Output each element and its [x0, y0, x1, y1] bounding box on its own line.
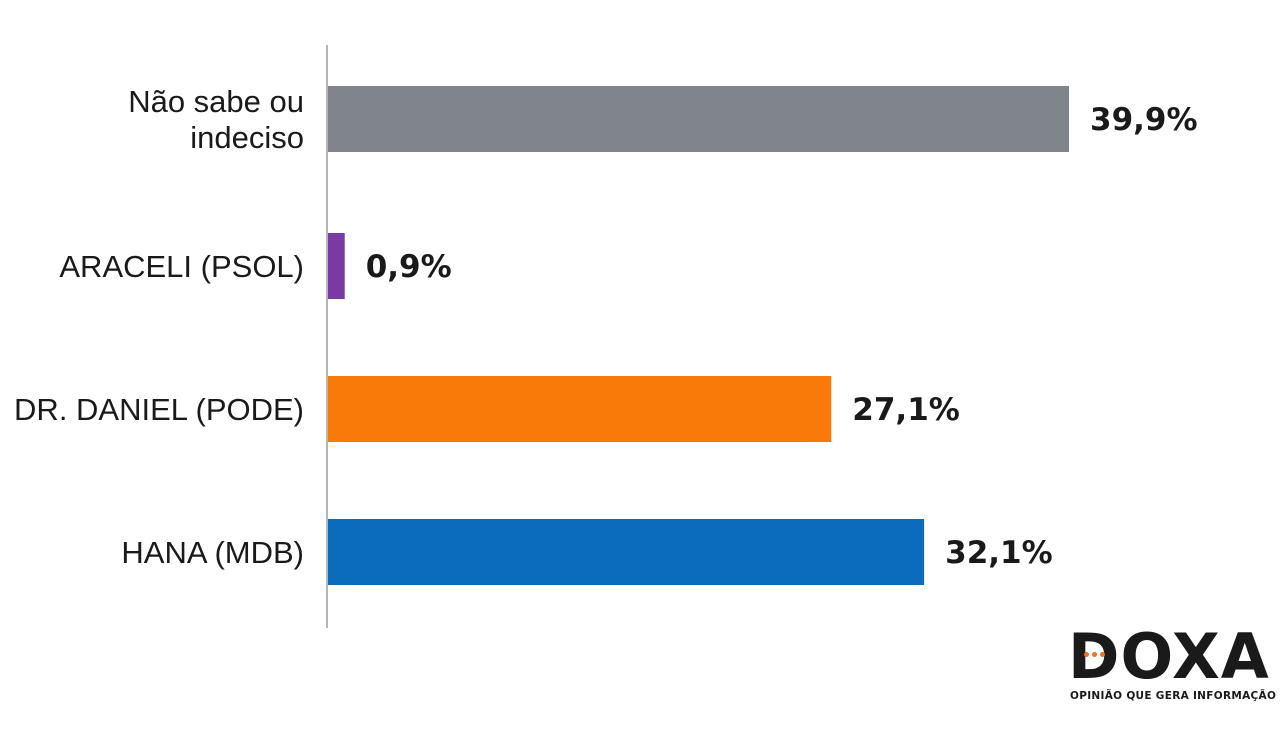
bar-0	[328, 86, 1069, 152]
value-label-0: 39,9%	[1090, 102, 1198, 138]
logo-wordmark: DOXA	[1068, 620, 1270, 693]
category-label-0-0: Não sabe ou	[128, 84, 304, 119]
category-label-0-1: indeciso	[190, 120, 304, 155]
logo-tagline: OPINIÃO QUE GERA INFORMAÇÃO	[1070, 690, 1277, 702]
category-label-1-0: ARACELI (PSOL)	[59, 249, 304, 284]
category-label-3-0: HANA (MDB)	[121, 535, 304, 570]
category-label-2-0: DR. DANIEL (PODE)	[14, 392, 304, 427]
value-label-1: 0,9%	[366, 249, 452, 285]
bar-2	[328, 376, 832, 442]
value-label-2: 27,1%	[852, 392, 960, 428]
bar-1	[328, 233, 345, 299]
logo-ellipsis-icon	[1084, 649, 1106, 659]
bar-3	[328, 519, 925, 585]
value-label-3: 32,1%	[945, 535, 1053, 571]
doxa-logo: DOXA OPINIÃO QUE GERA INFORMAÇÃO	[1068, 622, 1276, 708]
